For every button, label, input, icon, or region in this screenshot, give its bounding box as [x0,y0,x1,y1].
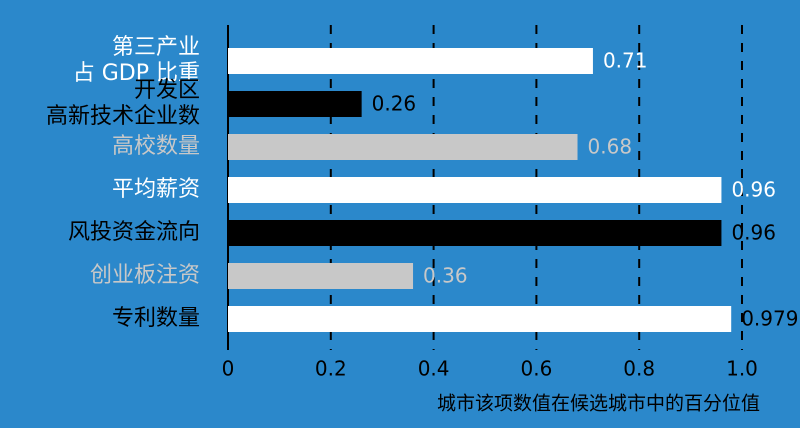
value-label: 0.96 [731,178,776,202]
x-tick-label: 1.0 [726,357,758,381]
value-label: 0.96 [731,221,776,245]
bar [228,220,722,246]
bar [228,134,578,160]
x-tick-label: 0.8 [623,357,655,381]
x-tick-label: 0.2 [315,357,347,381]
bar [228,263,414,289]
bar [228,177,722,203]
value-label: 0.36 [423,264,468,288]
category-label: 风投资金流向 [67,220,200,245]
value-label: 0.71 [603,49,648,73]
x-tick-label: 0.6 [520,357,552,381]
value-label: 0.979 [741,307,798,331]
bar [228,306,732,332]
category-label: 第三产业 占 GDP 比重 [72,35,200,86]
category-label: 创业板注资 [89,263,200,288]
category-label: 专利数量 [111,306,200,331]
value-label: 0.26 [372,92,417,116]
bar [228,91,362,117]
x-axis-label: 城市该项数值在候选城市中的百分位值 [437,393,760,415]
category-label: 开发区 高新技术企业数 [45,78,200,129]
bar [228,48,593,74]
x-tick-label: 0.4 [418,357,450,381]
category-label: 平均薪资 [111,177,200,202]
x-tick-label: 0 [222,357,235,381]
value-label: 0.68 [588,135,633,159]
category-label: 高校数量 [111,134,200,159]
